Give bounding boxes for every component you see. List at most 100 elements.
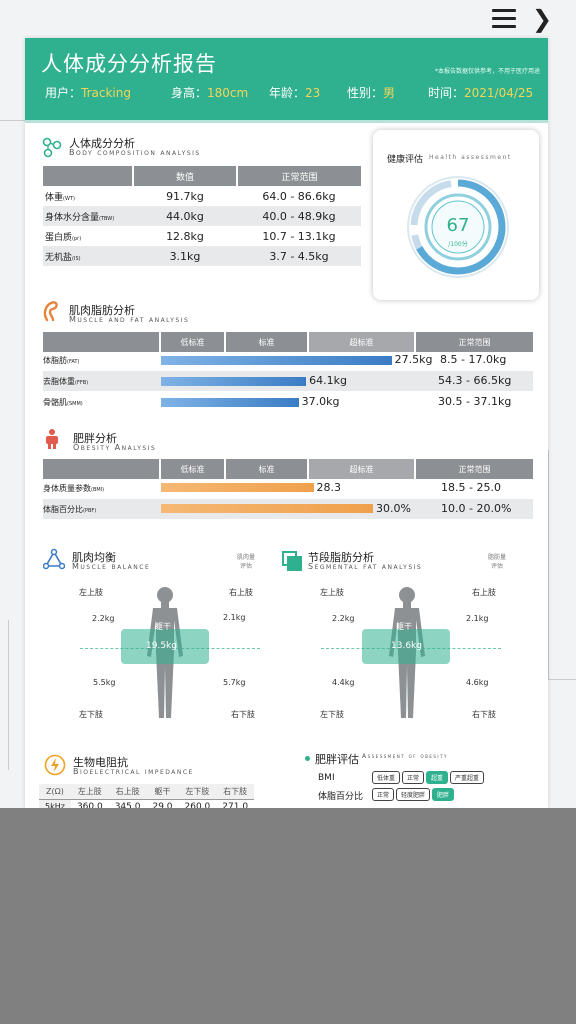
table-row: 无机盐(IS) 3.1kg 3.7 - 4.5kg: [43, 246, 361, 266]
gray-overlay: [0, 808, 576, 1024]
standard-band-header: 低标准 标准 超标准 正常范围: [43, 459, 533, 479]
table-row: 身体水分含量(TBW) 44.0kg 40.0 - 48.9kg: [43, 206, 361, 226]
chevron-right-icon[interactable]: ❯: [532, 5, 553, 33]
bullet-dot: [305, 756, 310, 761]
lightning-icon: [44, 754, 66, 776]
health-score-unit: /100分: [448, 240, 467, 248]
section-title: 人体成分分析: [69, 137, 135, 150]
person-icon: [46, 429, 58, 449]
row-label: 体脂肪(FAT): [43, 356, 80, 365]
section-subtitle: Assessment of obesity: [362, 753, 448, 760]
fat-bar: [161, 356, 392, 365]
molecule-icon: [42, 137, 62, 158]
background-line: [548, 450, 576, 680]
section-title: 肥胖分析: [73, 432, 117, 445]
pbf-options: 正常 轻度肥胖 肥胖: [372, 788, 456, 801]
composition-table: 数值 正常范围 体重(WT) 91.7kg 64.0 - 86.6kg 身体水分…: [43, 166, 361, 266]
trunk-value: 19.5kg: [146, 641, 177, 651]
bar-value: 30.0%: [376, 502, 411, 515]
trunk-label: 躯干: [155, 622, 171, 631]
section-subtitle: Muscle balance: [72, 562, 151, 571]
pbf-option: 肥胖: [432, 788, 455, 801]
trunk-label: 躯干: [396, 622, 412, 631]
health-subtitle: Health assessment: [429, 154, 512, 161]
row-label: 体脂百分比(PBF): [43, 505, 97, 514]
bmi-option: 低体重: [372, 771, 401, 784]
trunk-highlight: 躯干 13.6kg: [362, 622, 450, 664]
range-value: 8.5 - 17.0kg: [440, 353, 507, 366]
report-title: 人体成分分析报告: [41, 52, 217, 76]
section-title: 节段脂肪分析: [308, 551, 374, 564]
bmi-label: BMI: [318, 773, 335, 783]
left-upper-value: 2.2kg: [92, 614, 115, 623]
health-score-gauge: 67 /100分: [407, 176, 509, 278]
health-title: 健康评估: [387, 155, 424, 165]
range-value: 10.0 - 20.0%: [441, 502, 512, 515]
time-info: 时间：2021/04/25: [428, 86, 534, 100]
bmi-option: 超重: [426, 771, 449, 784]
bmi-options: 低体重 正常 超重 严重超重: [372, 771, 486, 784]
left-lower-value: 4.4kg: [332, 678, 355, 687]
left-lower-label: 左下肢: [79, 710, 103, 719]
bar-value: 64.1kg: [309, 374, 347, 387]
left-upper-label: 左上肢: [320, 588, 344, 597]
row-label: 骨骼肌(SMM): [43, 398, 83, 407]
table-row: 蛋白质(pr) 12.8kg 10.7 - 13.1kg: [45, 229, 336, 243]
section-title: 肌肉均衡: [72, 551, 116, 564]
table-header: 数值: [133, 166, 238, 186]
trunk-value: 13.6kg: [391, 641, 422, 651]
table-header: 正常范围: [237, 166, 361, 186]
bmi-option: 严重超重: [450, 771, 485, 784]
pbf-bar: [161, 504, 374, 513]
section-subtitle: Segmental fat analysis: [308, 562, 423, 571]
section-title: 生物电阻抗: [73, 756, 128, 769]
right-upper-value: 2.1kg: [466, 614, 489, 623]
right-upper-label: 右上肢: [229, 588, 253, 597]
pbf-label: 体脂百分比: [318, 792, 364, 802]
skeletal-muscle-bar: [161, 398, 299, 407]
header-underline: [25, 120, 548, 123]
table-row: 体重(WT) 91.7kg 64.0 - 86.6kg: [45, 189, 336, 203]
bmi-option: 正常: [402, 771, 425, 784]
side-note: 脂肪量 评估: [488, 554, 507, 570]
lean-mass-bar: [161, 377, 307, 386]
disclaimer-note: *本报告数据仅供参考，不用于医疗用途: [434, 68, 540, 75]
range-value: 18.5 - 25.0: [441, 481, 501, 494]
range-value: 30.5 - 37.1kg: [438, 395, 512, 408]
pbf-option: 正常: [372, 788, 395, 801]
section-title: 肌肉脂肪分析: [69, 304, 135, 317]
left-lower-value: 5.5kg: [93, 678, 116, 687]
trunk-highlight: 躯干 19.5kg: [121, 622, 209, 664]
bar-value: 27.5kg: [394, 353, 433, 366]
bar-value: 37.0kg: [301, 395, 340, 408]
row-label: 身体质量参数(BMI): [43, 484, 105, 493]
section-subtitle: Muscle and fat analysis: [69, 315, 190, 324]
layers-icon: [282, 551, 302, 571]
report-card: 人体成分分析报告 *本报告数据仅供参考，不用于医疗用途 用户：Tracking …: [25, 38, 548, 814]
muscle-icon: [43, 301, 58, 322]
background-line: [8, 620, 26, 770]
section-subtitle: Bioelectrical impedance: [73, 767, 194, 776]
background-line: [0, 120, 28, 320]
user-info: 用户：Tracking: [45, 86, 131, 100]
gender-info: 性别：男: [347, 86, 396, 100]
range-value: 54.3 - 66.5kg: [438, 374, 512, 387]
left-upper-label: 左上肢: [79, 588, 103, 597]
top-bar: ❯: [0, 0, 576, 38]
right-lower-label: 右下肢: [472, 710, 496, 719]
health-assessment-card: 健康评估 Health assessment 67 /100分: [373, 130, 539, 300]
right-upper-label: 右上肢: [472, 588, 496, 597]
table-header-blank: [43, 166, 134, 186]
pbf-option: 轻度肥胖: [396, 788, 431, 801]
standard-band-header: 低标准 标准 超标准 正常范围: [43, 332, 533, 352]
right-lower-value: 5.7kg: [223, 678, 246, 687]
report-header: 人体成分分析报告 *本报告数据仅供参考，不用于医疗用途 用户：Tracking …: [25, 38, 548, 120]
bmi-bar: [161, 483, 314, 492]
row-label: 去脂体重(FFB): [43, 377, 89, 386]
section-subtitle: Obesity Analysis: [73, 443, 157, 452]
hamburger-icon[interactable]: [489, 6, 519, 32]
section-subtitle: Body composition analysis: [69, 148, 201, 157]
section-title: 肥胖评估: [315, 753, 359, 766]
health-score: 67: [447, 215, 470, 236]
age-info: 年龄：23: [269, 86, 321, 100]
